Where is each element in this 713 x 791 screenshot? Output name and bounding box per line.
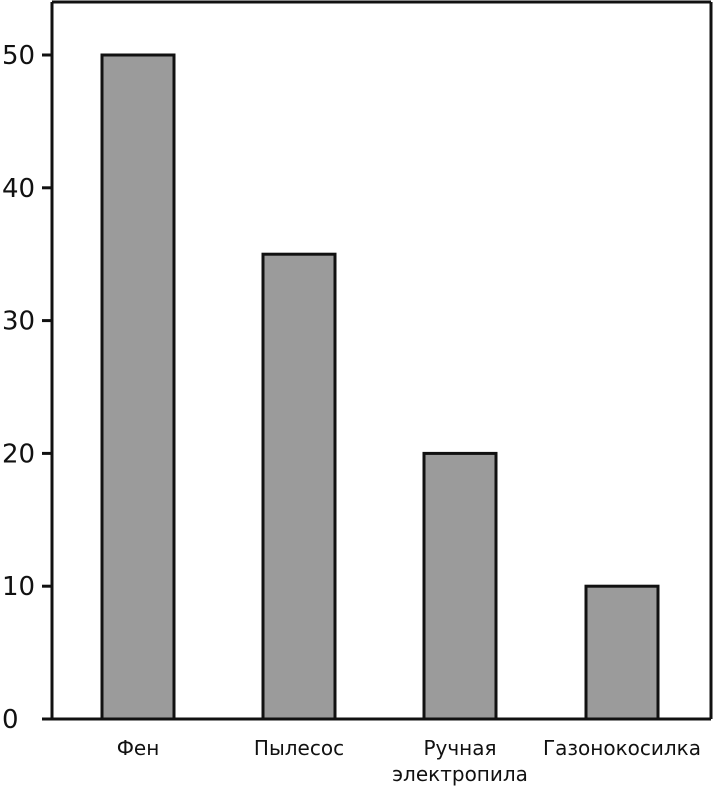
bar	[261, 252, 337, 721]
y-tick-label: 50	[2, 41, 35, 71]
bar	[422, 451, 498, 721]
y-tick-label: 10	[2, 572, 35, 602]
y-tick-label: 40	[2, 174, 35, 204]
x-category-label-line: Фен	[117, 736, 160, 760]
x-category-label: Ручная электропила	[392, 736, 528, 786]
x-axis-labels: Фен Пылесос Ручная электропила Газонокосилка	[117, 736, 701, 786]
x-category-label: Фен	[117, 736, 160, 760]
x-category-label-line: Пылесос	[254, 736, 344, 760]
bar	[100, 53, 176, 721]
x-category-label-line: Газонокосилка	[543, 736, 701, 760]
y-axis-ticks: 0 10 20 30 40 50	[2, 41, 52, 735]
bar	[584, 584, 660, 721]
x-category-label: Пылесос	[254, 736, 344, 760]
y-tick-label: 0	[2, 705, 19, 735]
x-category-label-line: Ручная	[423, 736, 496, 760]
y-tick-label: 30	[2, 307, 35, 337]
x-category-label-line: электропила	[392, 762, 528, 786]
x-category-label: Газонокосилка	[543, 736, 701, 760]
bars	[100, 53, 660, 721]
y-tick-label: 20	[2, 439, 35, 469]
